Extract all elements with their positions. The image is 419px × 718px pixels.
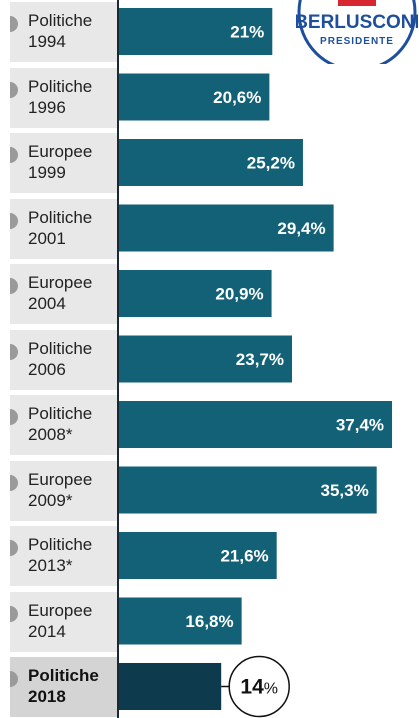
bar-value-label: 35,3% <box>320 481 368 500</box>
category-label-type: Politiche <box>28 338 93 358</box>
category-row-bg <box>10 395 117 455</box>
category-label-type: Europee <box>28 142 93 161</box>
row-marker-icon <box>10 212 18 229</box>
category-label-type: Politiche <box>28 404 93 423</box>
bar-value-label: 29,4% <box>277 219 325 238</box>
row-marker-icon <box>10 147 18 163</box>
bar-value-label: 37,4% <box>336 416 384 435</box>
category-label-year: 2001 <box>28 228 66 248</box>
category-label: Europee 2004 <box>28 272 114 314</box>
category-label: Europee 1999 <box>28 141 114 183</box>
category-label-year: 2006 <box>28 359 66 379</box>
bar <box>119 73 270 121</box>
bar <box>119 8 273 55</box>
bar <box>119 663 222 710</box>
category-row-bg <box>10 460 117 521</box>
logo-name: BERLUSCONI <box>296 12 418 33</box>
row-marker-icon <box>10 474 18 491</box>
row-marker-icon <box>10 81 18 98</box>
category-label: Politiche 2018 <box>28 665 114 707</box>
bar-value-label: 25,2% <box>247 154 295 173</box>
bar <box>119 466 377 514</box>
row-marker-icon <box>10 343 18 360</box>
category-row-bg <box>10 657 117 717</box>
bar <box>119 204 334 252</box>
axis-line <box>117 0 119 718</box>
category-label-type: Europee <box>28 469 93 489</box>
row-marker-icon <box>10 605 18 622</box>
category-label-year: 2008* <box>28 425 73 444</box>
bar-value-label: 21,6% <box>220 547 268 566</box>
category-label-year: 1994 <box>28 32 66 51</box>
bar-value-label: 21% <box>230 23 264 42</box>
bar-value-label: 23,7% <box>236 350 284 369</box>
category-row-bg <box>10 264 117 324</box>
bar <box>119 532 277 579</box>
bar <box>119 139 303 186</box>
category-row-bg <box>10 526 117 586</box>
category-label: Politiche 1994 <box>28 10 114 52</box>
row-marker-icon <box>10 671 18 687</box>
bar <box>119 270 272 317</box>
row-marker-icon <box>10 16 18 32</box>
category-label-type: Politiche <box>28 76 93 96</box>
bar-value-label: 16,8% <box>185 612 233 631</box>
category-label: Europee 2014 <box>28 600 114 642</box>
bar-value-label: 20,9% <box>215 285 263 304</box>
category-label-year: 1999 <box>28 163 66 182</box>
category-label-type: Politiche <box>28 535 93 554</box>
category-row-bg <box>10 133 117 193</box>
category-label: Politiche 2008* <box>28 403 114 445</box>
category-label: Europee 2009* <box>28 469 114 511</box>
category-label-year: 2018 <box>28 687 66 706</box>
logo-subtitle: PRESIDENTE <box>320 36 394 47</box>
row-marker-icon <box>10 278 18 294</box>
bar-value-label: 20,6% <box>213 88 261 107</box>
category-row-bg <box>10 67 117 128</box>
category-label-type: Politiche <box>28 666 99 685</box>
value-callout-circle <box>228 655 290 718</box>
category-label-type: Politiche <box>28 11 93 30</box>
category-row-bg <box>10 2 117 62</box>
category-label-type: Europee <box>28 600 93 620</box>
value-callout-label: 14% <box>240 676 278 699</box>
category-label-year: 1996 <box>28 97 66 117</box>
category-label-year: 2014 <box>28 621 66 641</box>
category-label: Politiche 1996 <box>28 76 114 118</box>
forza-italia-logo: BERLUSCONI PRESIDENTE <box>296 0 418 64</box>
category-label: Politiche 2006 <box>28 338 114 380</box>
bar <box>119 597 242 645</box>
category-label: Politiche 2013* <box>28 534 114 576</box>
row-marker-icon <box>10 540 18 556</box>
category-row-bg <box>10 329 117 390</box>
category-label: Politiche 2001 <box>28 207 114 249</box>
category-label-year: 2009* <box>28 490 73 510</box>
row-marker-icon <box>10 409 18 425</box>
category-label-type: Europee <box>28 273 93 292</box>
category-label-column: Politiche 1994 Politiche 1996 Europee 1999 Pol… <box>0 0 117 718</box>
category-row-bg <box>10 591 117 652</box>
bar <box>119 401 393 448</box>
category-label-type: Politiche <box>28 207 93 227</box>
category-label-year: 2004 <box>28 294 66 313</box>
bar <box>119 335 293 383</box>
category-row-bg <box>10 198 117 259</box>
category-label-year: 2013* <box>28 556 73 575</box>
